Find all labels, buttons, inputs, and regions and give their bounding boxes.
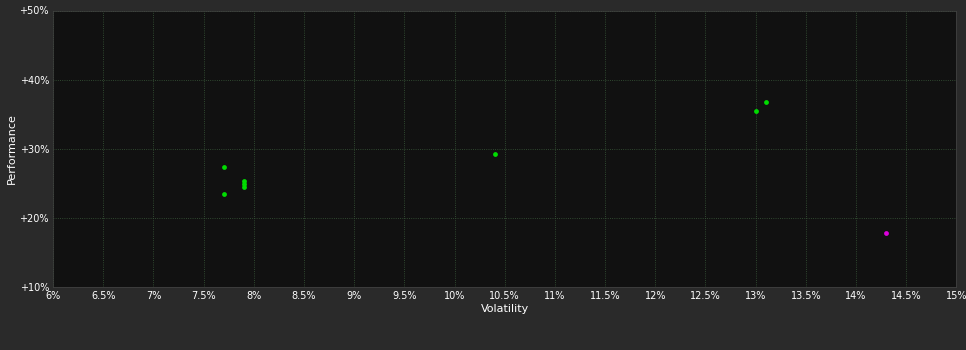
X-axis label: Volatility: Volatility	[481, 304, 528, 314]
Point	[487, 152, 502, 157]
Point	[758, 99, 774, 105]
Point	[748, 108, 763, 113]
Point	[216, 164, 232, 170]
Y-axis label: Performance: Performance	[7, 113, 16, 184]
Point	[236, 181, 251, 187]
Point	[236, 184, 251, 190]
Point	[878, 230, 894, 236]
Point	[216, 191, 232, 196]
Point	[236, 178, 251, 184]
